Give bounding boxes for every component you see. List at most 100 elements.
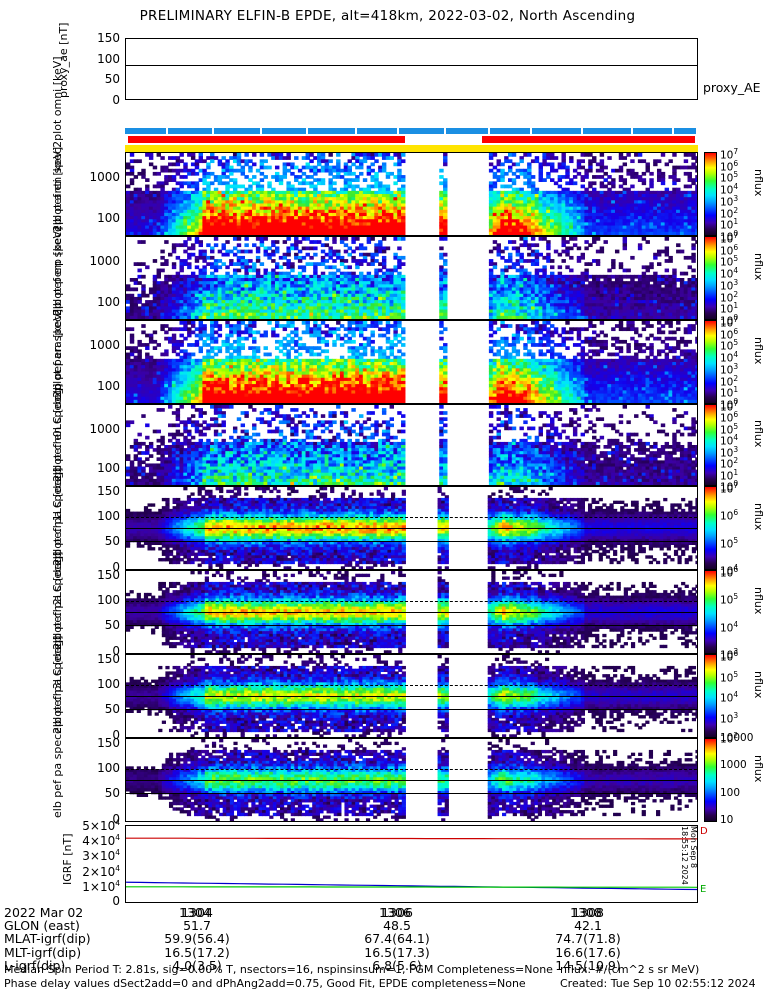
- panel-ch3LC: [125, 738, 698, 822]
- colorbar-tick: 105: [720, 170, 738, 184]
- proxy-ae-ytick: 150: [78, 32, 120, 44]
- colorbar-tick: 106: [720, 159, 738, 173]
- ytick-ch3LC: 150: [78, 737, 120, 749]
- page-title: PRELIMINARY ELFIN-B EPDE, alt=418km, 202…: [0, 8, 775, 24]
- colorbar-tick: 106: [720, 327, 738, 341]
- colorbar-tick: 104: [720, 620, 738, 634]
- colorbar-tick: 104: [720, 266, 738, 280]
- igrf-ytick: 5×104: [58, 819, 120, 832]
- colorbar-tick: 101: [720, 217, 738, 231]
- igrf-traces: [126, 837, 697, 891]
- yellow-coverage-bar: [125, 145, 698, 152]
- colorbar-tick: 1000: [720, 760, 747, 771]
- ytick-ch2LC: 0: [78, 729, 120, 741]
- colorbar-tick: 10: [720, 815, 733, 826]
- loss-cone-line: [126, 793, 697, 794]
- colorbar-omni: [704, 152, 717, 236]
- proxy-ae-ytick: 50: [78, 73, 120, 85]
- colorbar-tick: 105: [720, 536, 738, 550]
- blue-segments-bar: [125, 128, 698, 134]
- proxy-ae-ytick: 100: [78, 53, 120, 65]
- spectrogram-perp: [126, 321, 697, 403]
- panel-omni: [125, 152, 698, 236]
- igrf-ytick: 4×104: [58, 834, 120, 847]
- footer-value: 1304: [152, 905, 242, 920]
- colorbar-tick: 102: [720, 456, 738, 470]
- loss-cone-line: [126, 625, 697, 626]
- spectrogram-ch0LC: [126, 487, 697, 569]
- colorbar-tick: 105: [720, 670, 738, 684]
- spectrogram-ch3LC: [126, 739, 697, 821]
- colorbar-ch2LC: [704, 654, 717, 738]
- colorbar-tick: 103: [720, 445, 738, 459]
- colorbar-tick: 102: [720, 374, 738, 388]
- xtick-1308: 1308: [570, 905, 602, 920]
- loss-cone-line: [126, 528, 697, 529]
- colorbar-tick: 107: [720, 399, 738, 413]
- colorbar-label: nflux: [752, 587, 765, 614]
- colorbar-label: nflux: [752, 337, 765, 364]
- xtick-1304: 1304: [179, 905, 211, 920]
- colorbar-anti: [704, 236, 717, 320]
- ytick-perp: 1000: [78, 339, 120, 351]
- loss-cone-dashed-line: [126, 601, 697, 602]
- footer-value: 42.1: [543, 918, 633, 933]
- colorbar-tick: 100: [720, 787, 740, 798]
- footer-label: MLT-igrf(dip): [4, 945, 81, 960]
- ytick-para: 100: [78, 462, 120, 474]
- xtick-1306: 1306: [379, 905, 411, 920]
- panel-ch0LC: [125, 486, 698, 570]
- colorbar-label: nflux: [752, 253, 765, 280]
- colorbar-tick: 107: [720, 147, 738, 161]
- colorbar-tick: 101: [720, 301, 738, 315]
- ytick-para: 1000: [78, 423, 120, 435]
- spectrogram-anti: [126, 237, 697, 319]
- colorbar-tick: 105: [720, 254, 738, 268]
- colorbar-tick: 104: [720, 690, 738, 704]
- footer-label: GLON (east): [4, 918, 80, 933]
- colorbar-tick: 106: [720, 649, 738, 663]
- colorbar-tick: 105: [720, 422, 738, 436]
- colorbar-tick: 104: [720, 182, 738, 196]
- loss-cone-dashed-line: [126, 769, 697, 770]
- igrf-ytick: 0: [58, 895, 120, 907]
- footer-value: 16.5(17.2): [152, 945, 242, 960]
- colorbar-tick: 104: [720, 433, 738, 447]
- ytick-ch3LC: 50: [78, 787, 120, 799]
- proxy-ae-trace: [126, 65, 697, 66]
- note-nflux-units: nflux: #/(cm^2 s sr MeV): [560, 963, 699, 976]
- colorbar-tick: 106: [720, 410, 738, 424]
- colorbar-tick: 103: [720, 711, 738, 725]
- colorbar-tick: 102: [720, 290, 738, 304]
- footer-value: 51.7: [152, 918, 242, 933]
- ytick-anti: 100: [78, 296, 120, 308]
- ytick-perp: 100: [78, 380, 120, 392]
- colorbar-tick: 106: [720, 243, 738, 257]
- igrf-ytick: 2×104: [58, 864, 120, 877]
- colorbar-ch1LC: [704, 570, 717, 654]
- colorbar-tick: 107: [720, 231, 738, 245]
- note-line-1: Median Spin Period T: 2.81s, sig=0.00% T…: [4, 963, 553, 976]
- footer-value: 16.6(17.6): [543, 945, 633, 960]
- proxy-ae-right-label: proxy_AE: [703, 80, 761, 95]
- colorbar-ch3LC: [704, 738, 717, 822]
- footer-value: 1306: [352, 905, 442, 920]
- ytick-ch1LC: 0: [78, 645, 120, 657]
- ytick-ch0LC: 100: [78, 510, 120, 522]
- footer-label: MLAT-igrf(dip): [4, 931, 91, 946]
- footer-value: 6.8(5.6): [352, 958, 442, 973]
- footer-value: 48.5: [352, 918, 442, 933]
- colorbar-tick: 107: [720, 481, 738, 495]
- colorbar-tick: 107: [720, 315, 738, 329]
- colorbar-tick: 100: [720, 397, 738, 411]
- ytick-omni: 100: [78, 212, 120, 224]
- colorbar-tick: 100: [720, 229, 738, 243]
- colorbar-para: [704, 404, 717, 486]
- colorbar-tick: 10000: [720, 733, 753, 744]
- igrf-ytick: 1×104: [58, 880, 120, 893]
- footer-value: 67.4(64.1): [352, 931, 442, 946]
- colorbar-tick: 103: [720, 647, 738, 661]
- ytick-ch1LC: 100: [78, 594, 120, 606]
- footer-value: 16.5(17.3): [352, 945, 442, 960]
- colorbar-tick: 104: [720, 350, 738, 364]
